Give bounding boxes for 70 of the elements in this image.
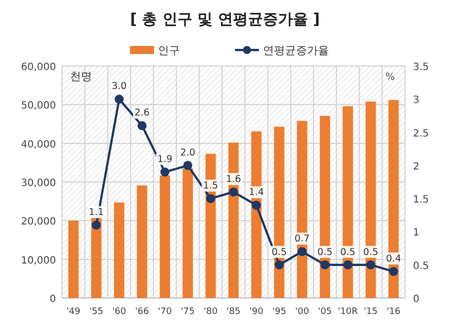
bar: [320, 116, 330, 298]
y2-tick-label: 1: [413, 228, 420, 239]
data-label: 0.5: [363, 246, 378, 258]
x-tick-label: '15: [364, 307, 378, 317]
point: [320, 260, 330, 270]
y2-tick-label: 1.5: [413, 194, 429, 206]
point: [92, 220, 101, 230]
x-tick-label: '90: [249, 307, 264, 317]
x-tick-label: '70: [158, 307, 172, 317]
y-tick-label: 50,000: [21, 100, 56, 112]
bar: [136, 185, 148, 298]
point: [138, 121, 147, 130]
data-label: 0.4: [386, 253, 402, 264]
x-tick-label: '05: [318, 307, 332, 317]
x-tick-label: '80: [204, 307, 218, 317]
y2-tick-label: 2.5: [413, 128, 429, 140]
x-tick-label: '49: [66, 307, 81, 317]
data-label: 0.5: [317, 246, 333, 258]
legend-label: 인구: [158, 44, 180, 57]
data-label: 1.6: [226, 174, 242, 185]
y-tick-label: 0: [50, 294, 56, 305]
y-tick-label: 60,000: [21, 62, 56, 73]
y2-tick-label: 3.5: [413, 62, 429, 73]
point: [389, 266, 398, 276]
x-tick-label: '66: [135, 307, 150, 317]
y-tick-label: 40,000: [21, 139, 56, 150]
y2-axis-title: %: [385, 72, 395, 83]
bar: [68, 220, 79, 298]
x-tick-label: '60: [112, 307, 126, 317]
chart-title: [ 총 인구 및 연평균증가율 ]: [130, 10, 320, 28]
data-label: 1.9: [157, 154, 172, 166]
x-tick-label: '75: [180, 307, 195, 317]
data-label: 1.5: [203, 180, 218, 192]
y2-tick-label: 2: [413, 161, 420, 172]
y-tick-label: 30,000: [21, 178, 56, 189]
point: [343, 260, 352, 270]
data-label: 0.5: [272, 246, 287, 258]
data-label: 1.1: [88, 207, 104, 218]
data-label: 0.7: [294, 234, 310, 245]
y2-tick-label: 3: [413, 95, 420, 106]
point: [206, 194, 216, 204]
bar: [182, 168, 193, 298]
point: [183, 160, 192, 170]
data-label: 2.6: [134, 108, 150, 119]
x-tick-label: '00: [295, 307, 310, 317]
point: [274, 260, 284, 270]
point: [298, 247, 307, 256]
point: [114, 94, 124, 104]
x-tick-label: '85: [226, 307, 240, 317]
legend-label: 연평균증가율: [263, 44, 329, 57]
y-axis-title: 천명: [70, 70, 92, 83]
point: [229, 187, 238, 196]
y-tick-label: 10,000: [21, 255, 56, 266]
y-tick-label: 20,000: [21, 216, 56, 228]
y2-tick-label: 0.5: [413, 260, 429, 272]
x-tick-label: '95: [272, 307, 286, 317]
bar: [114, 202, 124, 298]
data-label: 3.0: [112, 81, 127, 92]
y2-tick-label: 0: [413, 294, 420, 305]
x-tick-label: '10R: [338, 307, 358, 317]
point: [160, 168, 170, 177]
x-tick-label: '16: [386, 307, 401, 317]
data-label: 0.5: [340, 246, 356, 258]
point: [252, 200, 261, 210]
data-label: 2.0: [180, 147, 196, 158]
x-tick-label: '55: [89, 307, 104, 317]
data-label: 1.4: [248, 187, 264, 198]
bar: [388, 100, 399, 298]
bar: [160, 175, 170, 298]
point: [366, 260, 376, 270]
